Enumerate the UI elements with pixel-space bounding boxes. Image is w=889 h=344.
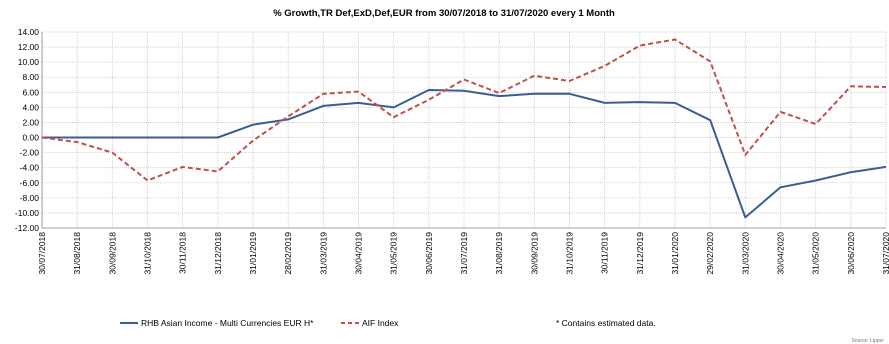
gridlines: [41, 31, 887, 229]
y-tick-label: 0.00: [22, 133, 39, 143]
x-tick-label: 31/10/2019: [565, 232, 575, 275]
x-tick-label: 30/09/2019: [529, 232, 539, 275]
x-tick-label: 30/06/2019: [424, 232, 434, 275]
x-tick-label: 31/03/2019: [318, 232, 328, 275]
footnote: * Contains estimated data.: [556, 318, 656, 328]
x-tick-label: 31/05/2020: [811, 232, 821, 275]
y-tick-label: 12.00: [18, 42, 40, 52]
x-tick-label: 31/07/2020: [881, 232, 889, 275]
y-tick-label: -10.00: [15, 208, 39, 218]
x-tick-label: 30/11/2019: [600, 232, 610, 274]
x-tick-label: 31/08/2018: [72, 232, 82, 275]
x-axis-ticks: 30/07/2018 31/08/2018 30/09/2018 31/10/2018…: [37, 232, 889, 275]
y-tick-label: 6.00: [22, 87, 39, 97]
x-tick-label: 31/12/2019: [635, 232, 645, 275]
y-tick-label: -12.00: [15, 223, 39, 233]
x-tick-label: 30/09/2018: [107, 232, 117, 275]
x-tick-label: 28/02/2019: [283, 232, 293, 275]
y-tick-label: -4.00: [20, 163, 40, 173]
legend-label-rhb: RHB Asian Income - Multi Currencies EUR …: [141, 318, 314, 328]
x-tick-label: 30/04/2020: [776, 232, 786, 275]
series-lines: [41, 38, 887, 219]
y-tick-label: 4.00: [22, 102, 39, 112]
x-tick-label: 31/08/2019: [494, 232, 504, 275]
x-tick-label: 30/06/2020: [846, 232, 856, 275]
x-tick-label: 31/01/2020: [670, 232, 680, 275]
x-tick-label: 29/02/2020: [705, 232, 715, 275]
y-tick-label: 2.00: [22, 117, 39, 127]
y-tick-label: 10.00: [18, 57, 40, 67]
legend-label-aif: AIF Index: [362, 318, 399, 328]
series-line-0: [42, 89, 887, 219]
y-tick-label: -2.00: [20, 148, 40, 158]
x-tick-label: 31/12/2018: [213, 232, 223, 275]
chart-title: % Growth,TR Def,ExD,Def,EUR from 30/07/2…: [273, 8, 615, 19]
series-line-1: [41, 38, 887, 182]
x-tick-label: 31/01/2019: [248, 232, 258, 275]
legend: RHB Asian Income - Multi Currencies EUR …: [120, 318, 656, 328]
y-tick-label: -6.00: [20, 178, 40, 188]
x-tick-label: 31/03/2020: [740, 232, 750, 275]
x-tick-label: 30/04/2019: [354, 232, 364, 275]
x-tick-label: 31/07/2019: [459, 232, 469, 275]
y-tick-label: -8.00: [20, 193, 40, 203]
source-label: Source: Lipper: [851, 338, 884, 344]
x-tick-label: 30/07/2018: [37, 232, 47, 275]
plot-area: [42, 32, 889, 228]
y-tick-label: 8.00: [22, 72, 39, 82]
y-tick-label: 14.00: [18, 27, 40, 37]
x-tick-label: 30/11/2018: [178, 232, 188, 274]
x-tick-label: 31/10/2018: [143, 232, 153, 275]
x-tick-label: 31/05/2019: [389, 232, 399, 275]
y-axis-ticks: 14.00 12.00 10.00 8.00 6.00 4.00 2.00 0.00 -2.00…: [15, 27, 39, 233]
